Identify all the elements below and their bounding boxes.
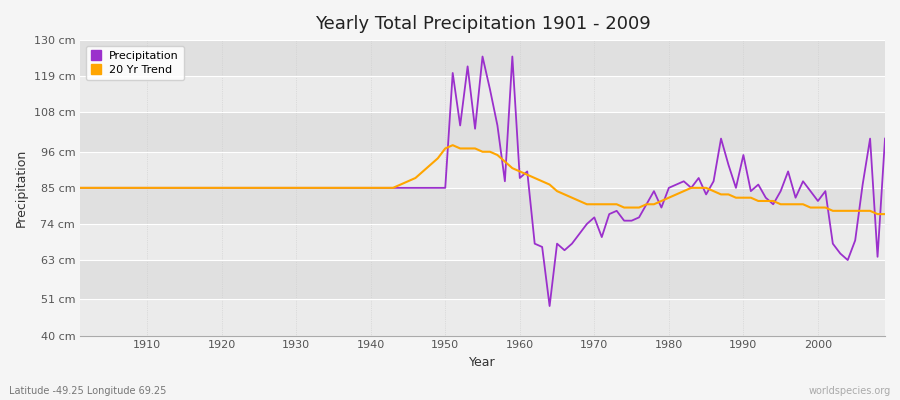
Line: 20 Yr Trend: 20 Yr Trend <box>80 145 885 214</box>
Precipitation <box>515 176 526 180</box>
Precipitation <box>544 304 555 308</box>
Bar <box>80 260 885 300</box>
Precipitation <box>343 186 354 190</box>
Y-axis label: Precipitation: Precipitation <box>15 149 28 227</box>
Precipitation <box>75 186 86 190</box>
20 Yr Trend <box>447 143 458 148</box>
Precipitation <box>879 136 890 141</box>
20 Yr Trend <box>879 212 890 216</box>
20 Yr Trend <box>872 212 883 216</box>
Precipitation <box>618 218 629 223</box>
Bar <box>80 112 885 152</box>
Text: worldspecies.org: worldspecies.org <box>809 386 891 396</box>
20 Yr Trend <box>343 186 354 190</box>
Bar <box>80 40 885 76</box>
Precipitation <box>298 186 309 190</box>
20 Yr Trend <box>298 186 309 190</box>
20 Yr Trend <box>611 202 622 207</box>
Bar <box>80 188 885 224</box>
Precipitation <box>134 186 145 190</box>
Title: Yearly Total Precipitation 1901 - 2009: Yearly Total Precipitation 1901 - 2009 <box>315 15 651 33</box>
Line: Precipitation: Precipitation <box>80 56 885 306</box>
Text: Latitude -49.25 Longitude 69.25: Latitude -49.25 Longitude 69.25 <box>9 386 166 396</box>
20 Yr Trend <box>522 172 533 177</box>
20 Yr Trend <box>134 186 145 190</box>
20 Yr Trend <box>75 186 86 190</box>
20 Yr Trend <box>515 169 526 174</box>
Precipitation <box>477 54 488 59</box>
Precipitation <box>522 169 533 174</box>
X-axis label: Year: Year <box>469 356 496 369</box>
Legend: Precipitation, 20 Yr Trend: Precipitation, 20 Yr Trend <box>86 46 184 80</box>
